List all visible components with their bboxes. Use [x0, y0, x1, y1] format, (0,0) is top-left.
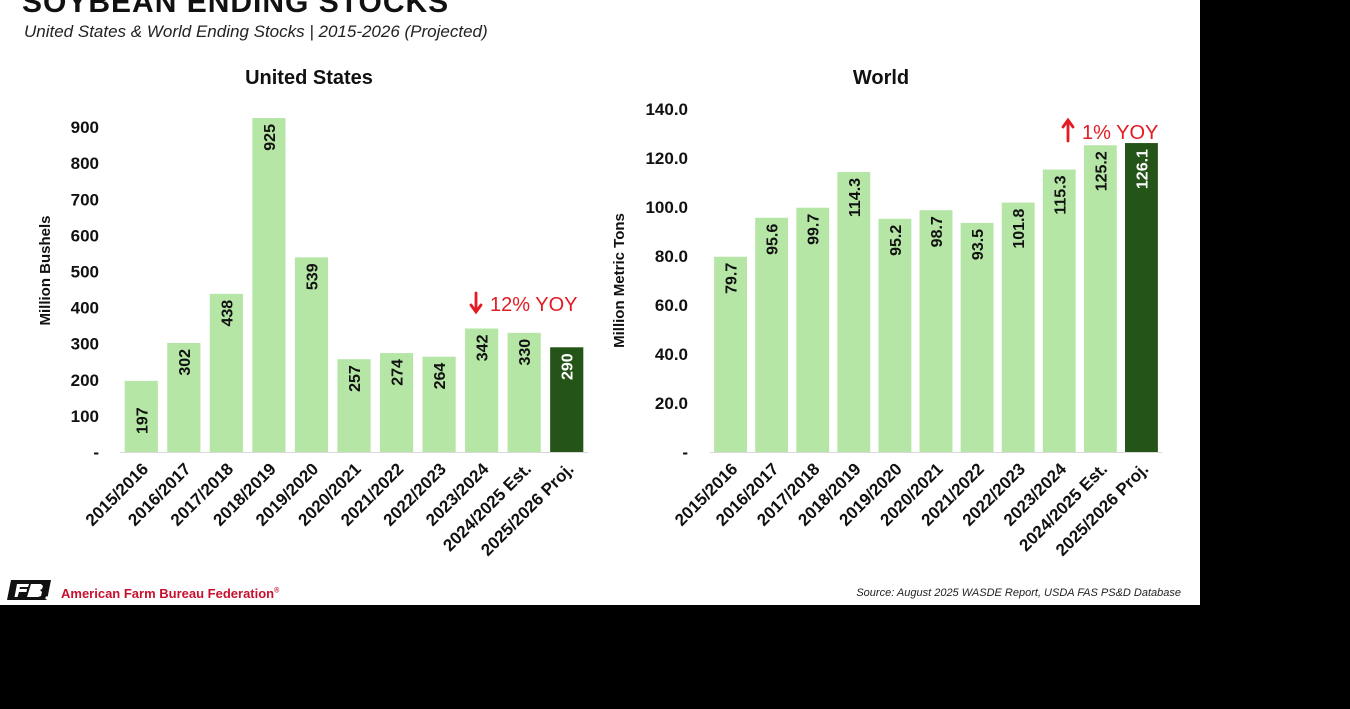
data-label: 95.6 — [765, 224, 782, 255]
bar — [252, 118, 286, 453]
bar — [124, 380, 158, 452]
bar — [960, 222, 994, 452]
bar — [1001, 202, 1035, 452]
y-tick-label: 60.0 — [655, 296, 688, 315]
bar — [550, 347, 584, 452]
trademark-symbol: ® — [274, 587, 280, 595]
bar — [507, 332, 541, 452]
y-tick-label: 500 — [71, 262, 99, 281]
chart-title: United States — [245, 67, 373, 89]
infographic-canvas: SOYBEAN ENDING STOCKS United States & Wo… — [0, 0, 1200, 605]
y-axis-label: Million Metric Tons — [611, 213, 628, 348]
y-tick-label: 800 — [71, 154, 99, 173]
bar — [837, 171, 871, 452]
page-title: SOYBEAN ENDING STOCKS — [22, 0, 450, 19]
data-label: 539 — [304, 263, 321, 290]
arrow-down-icon — [469, 291, 483, 315]
y-tick-label: 120.0 — [645, 149, 688, 168]
data-label: 98.7 — [929, 216, 946, 247]
bar — [714, 256, 747, 452]
y-tick-label: 80.0 — [655, 247, 688, 266]
us-ending-stocks-chart: United States Million Bushels - 100 200 300 40… — [37, 67, 588, 560]
data-label: 101.8 — [1011, 208, 1028, 248]
y-tick-label: 40.0 — [655, 345, 688, 364]
y-tick-label: 100 — [71, 407, 99, 426]
data-label: 330 — [517, 339, 534, 366]
data-label: 79.7 — [724, 263, 741, 294]
bar — [1042, 169, 1076, 452]
y-tick-label: - — [93, 443, 99, 462]
y-tick-label: 900 — [71, 118, 99, 137]
y-axis-label: Million Bushels — [37, 215, 54, 325]
y-tick-label: 600 — [71, 226, 99, 245]
data-label: 274 — [390, 359, 407, 386]
farm-bureau-logo — [7, 580, 51, 600]
data-label: 290 — [560, 353, 577, 380]
bar — [1083, 145, 1117, 452]
y-tick-label: 100.0 — [645, 198, 688, 217]
data-label: 342 — [475, 334, 492, 361]
data-label: 438 — [219, 300, 236, 327]
y-tick-label: 140.0 — [645, 100, 688, 119]
bar — [294, 257, 329, 452]
bar — [796, 207, 830, 452]
y-tick-label: 200 — [71, 371, 99, 390]
y-tick-label: 300 — [71, 335, 99, 354]
data-label: 93.5 — [970, 229, 987, 260]
data-label: 114.3 — [847, 178, 864, 217]
data-label: 126.1 — [1134, 149, 1151, 189]
bar — [755, 217, 789, 452]
yoy-annotation: 1% YOY — [1082, 122, 1158, 144]
y-tick-label: 400 — [71, 299, 99, 318]
bar — [919, 210, 953, 452]
bar — [878, 218, 912, 452]
bar — [337, 359, 371, 452]
yoy-annotation: 12% YOY — [490, 294, 577, 316]
data-label: 302 — [177, 349, 194, 376]
data-label: 125.2 — [1093, 151, 1110, 191]
y-tick-label: - — [682, 443, 688, 462]
data-label: 264 — [432, 363, 449, 390]
bar — [379, 353, 414, 452]
bar — [209, 293, 243, 452]
bar — [422, 356, 456, 452]
bar — [167, 342, 201, 452]
source-note: Source: August 2025 WASDE Report, USDA F… — [856, 587, 1181, 599]
arrow-up-icon — [1061, 117, 1075, 143]
data-label: 99.7 — [806, 214, 823, 245]
data-label: 257 — [347, 365, 364, 392]
y-tick-label: 700 — [71, 190, 99, 209]
chart-title: World — [853, 67, 909, 89]
world-ending-stocks-chart: World Million Metric Tons - 20.0 40.0 60.0 80.… — [611, 67, 1162, 560]
data-label: 925 — [262, 124, 279, 151]
data-label: 95.2 — [888, 225, 905, 256]
page-subtitle: United States & World Ending Stocks | 20… — [24, 22, 488, 41]
organization-name: American Farm Bureau Federation® — [61, 586, 279, 601]
data-label: 115.3 — [1052, 175, 1069, 214]
organization-name-text: American Farm Bureau Federation — [61, 586, 275, 601]
data-label: 197 — [134, 407, 151, 434]
y-tick-label: 20.0 — [655, 394, 688, 413]
bar — [1125, 143, 1158, 452]
bar — [465, 328, 499, 452]
